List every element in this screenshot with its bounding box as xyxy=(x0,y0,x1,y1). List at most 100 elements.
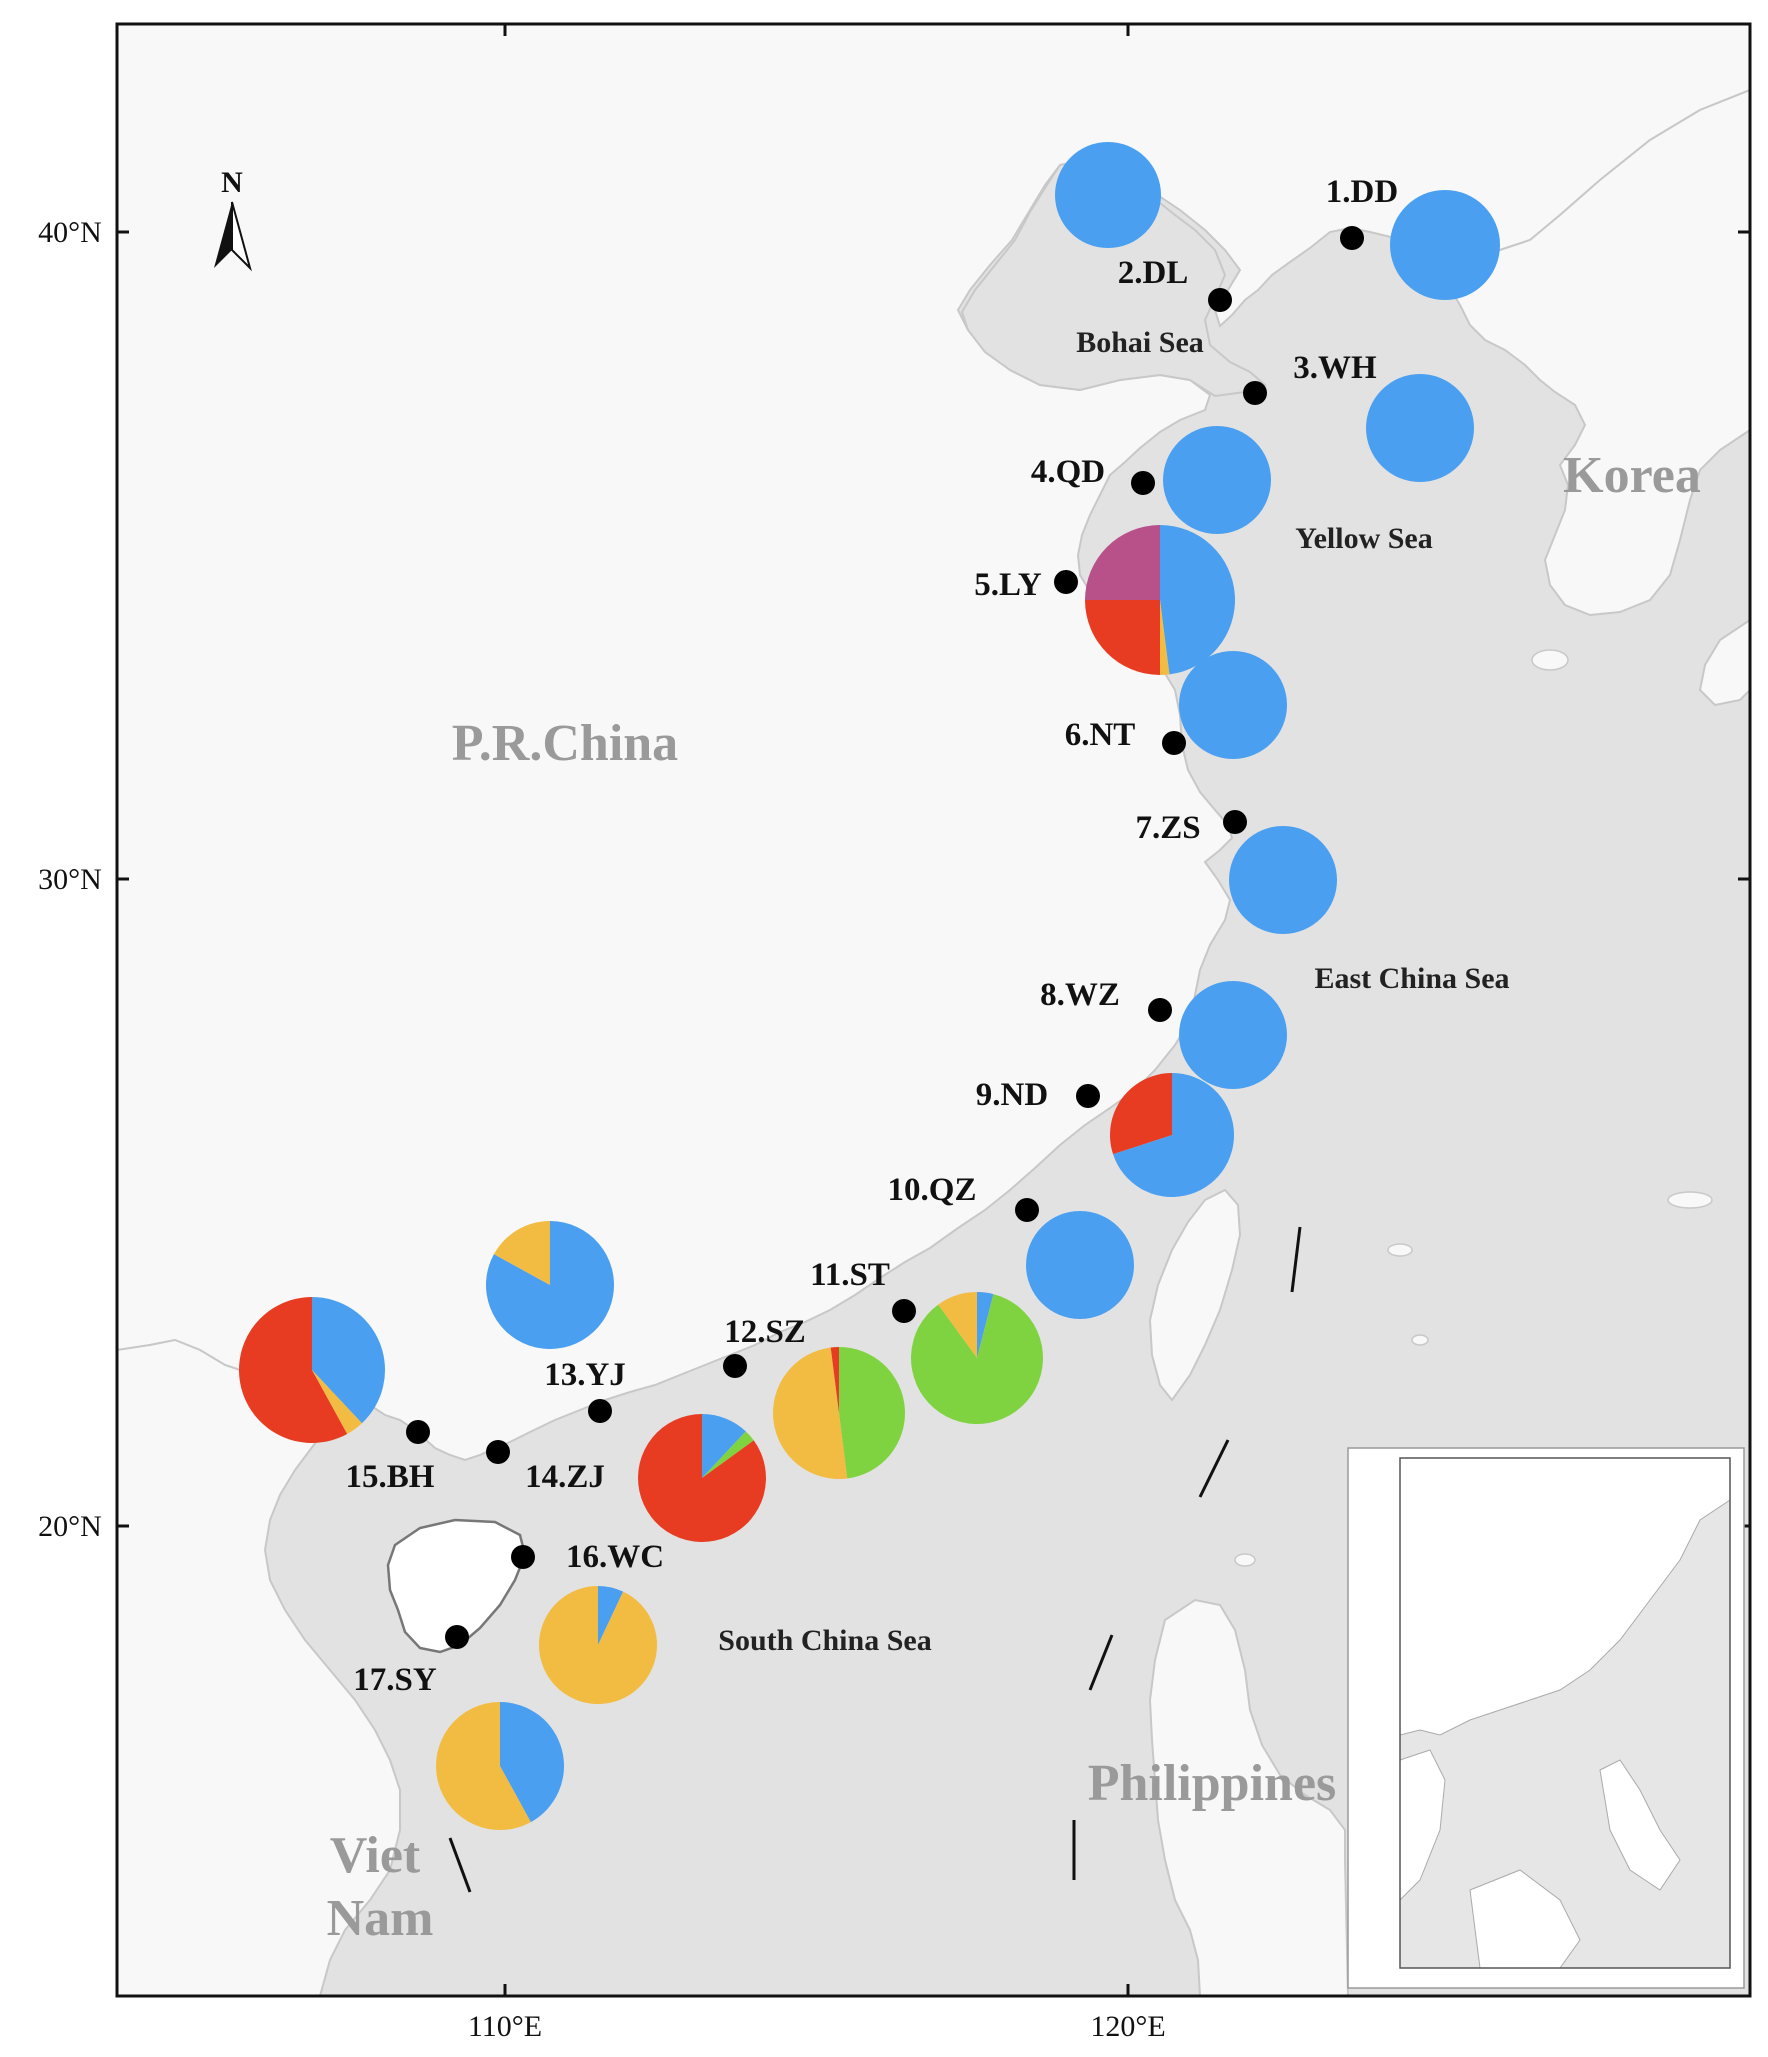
pie-chart xyxy=(1026,1211,1134,1319)
inset-map xyxy=(1347,1447,1745,1989)
pie-slice xyxy=(500,1702,564,1823)
site-label: 5.LY xyxy=(974,567,1042,603)
pie-slice xyxy=(1160,525,1236,675)
pie-slice xyxy=(538,1586,657,1705)
label-vietnam-1: Viet xyxy=(330,1827,421,1884)
site-label: 6.NT xyxy=(1065,717,1136,753)
site-label: 15.BH xyxy=(346,1459,435,1495)
pie-slice xyxy=(1229,826,1337,934)
philippines-land xyxy=(1148,1598,1350,1996)
pie-chart xyxy=(435,1702,564,1830)
axis-layer: 40°N 30°N 20°N 110°E 120°E xyxy=(38,24,1750,2043)
label-bohai-sea: Bohai Sea xyxy=(1076,326,1204,359)
site-label: 1.DD xyxy=(1326,174,1398,210)
pie-chart xyxy=(1055,142,1161,248)
map-frame xyxy=(115,22,1752,1998)
region-labels: P.R.China Korea Philippines Viet Nam Boh… xyxy=(327,326,1701,1947)
pie-slice xyxy=(1085,600,1160,675)
site-point xyxy=(1148,998,1172,1022)
boundary-dashes xyxy=(448,1226,1302,1893)
pie-slice xyxy=(493,1221,550,1285)
lat-tick-label: 20°N xyxy=(38,1510,102,1543)
pie-chart xyxy=(1179,651,1287,759)
pie-slice xyxy=(1163,426,1271,534)
site-label: 9.ND xyxy=(976,1077,1048,1113)
label-korea: Korea xyxy=(1563,447,1701,504)
pie-chart xyxy=(1110,1073,1234,1197)
pie-slice xyxy=(1055,142,1161,248)
pie-chart xyxy=(238,1297,386,1443)
site-point xyxy=(1076,1084,1100,1108)
site-point xyxy=(1208,288,1232,312)
pie-chart xyxy=(538,1586,657,1705)
site-point xyxy=(1162,731,1186,755)
site-label: 12.SZ xyxy=(724,1314,806,1350)
pie-chart xyxy=(911,1291,1044,1425)
pie-slice xyxy=(911,1294,1044,1425)
label-philippines: Philippines xyxy=(1088,1755,1337,1812)
pie-chart xyxy=(1179,981,1287,1089)
site-label: 10.QZ xyxy=(888,1172,977,1208)
pie-slice xyxy=(598,1586,624,1645)
pie-slice xyxy=(312,1370,362,1434)
north-arrow: N xyxy=(214,166,252,272)
site-point xyxy=(445,1625,469,1649)
site-label: 14.ZJ xyxy=(525,1459,605,1495)
china-land xyxy=(117,24,1750,1462)
pie-slice xyxy=(238,1297,348,1443)
pie-chart xyxy=(1163,426,1271,534)
site-point xyxy=(1015,1198,1039,1222)
site-label: 3.WH xyxy=(1293,350,1377,386)
pie-slice xyxy=(638,1414,767,1542)
pie-slice xyxy=(702,1414,746,1478)
site-point xyxy=(588,1399,612,1423)
pie-slice xyxy=(702,1431,754,1478)
site-label: 2.DL xyxy=(1118,255,1189,291)
pie-slice xyxy=(1160,600,1170,675)
site-point xyxy=(1131,471,1155,495)
label-yellow-sea: Yellow Sea xyxy=(1295,522,1433,555)
pie-slice xyxy=(1179,981,1287,1089)
site-label: 17.SY xyxy=(353,1662,437,1698)
site-point xyxy=(1243,381,1267,405)
site-point xyxy=(723,1354,747,1378)
lat-tick-label: 40°N xyxy=(38,216,102,249)
lon-tick-label: 120°E xyxy=(1090,2010,1165,2043)
site-label: 16.WC xyxy=(566,1539,664,1575)
pie-slice xyxy=(1390,190,1500,300)
lat-tick-label: 30°N xyxy=(38,863,102,896)
pie-chart xyxy=(1366,374,1474,482)
site-layer: 1.DD 2.DL 3.WH 4.QD 5.LY 6.NT 7.ZS 8.WZ 9.ND 10.Q… xyxy=(346,174,1399,1698)
hainan-land xyxy=(386,1518,527,1654)
site-point xyxy=(511,1545,535,1569)
site-label: 13.YJ xyxy=(544,1357,626,1393)
pie-slice xyxy=(977,1291,994,1358)
pie-chart xyxy=(1229,826,1337,934)
label-china: P.R.China xyxy=(452,715,678,772)
pie-chart xyxy=(1085,525,1236,675)
pie-chart xyxy=(638,1414,767,1542)
pie-slice xyxy=(1179,651,1287,759)
taiwan-land xyxy=(1148,1188,1242,1402)
pie-chart xyxy=(486,1221,615,1349)
pie-slice xyxy=(435,1702,531,1830)
north-arrow-label: N xyxy=(221,166,243,199)
pie-slice xyxy=(1110,1073,1172,1155)
lon-tick-label: 110°E xyxy=(468,2010,542,2043)
site-label: 4.QD xyxy=(1031,454,1105,490)
site-label: 7.ZS xyxy=(1135,810,1200,846)
site-point xyxy=(1054,570,1078,594)
pie-slice xyxy=(1113,1073,1234,1197)
pie-slice xyxy=(772,1347,848,1480)
japan-land xyxy=(1698,618,1750,707)
pie-slice xyxy=(938,1292,977,1358)
pie-chart xyxy=(1390,190,1500,300)
label-vietnam-2: Nam xyxy=(327,1890,434,1947)
pie-slice xyxy=(839,1347,906,1479)
small-islands xyxy=(1234,649,1713,1567)
pie-slice xyxy=(1366,374,1474,482)
pie-slice xyxy=(1085,525,1160,600)
site-point xyxy=(1223,810,1247,834)
pie-slice xyxy=(1026,1211,1134,1319)
